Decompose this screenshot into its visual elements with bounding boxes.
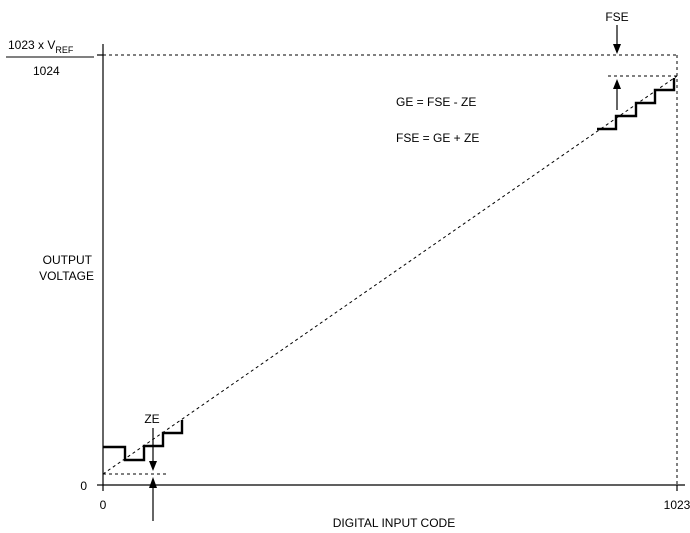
ideal-transfer-line — [102, 75, 678, 475]
fse-arrow-lower-head — [613, 79, 621, 89]
ze-label: ZE — [144, 412, 159, 426]
y-axis-label-line2: VOLTAGE — [39, 269, 94, 283]
equation-ge: GE = FSE - ZE — [396, 95, 476, 109]
fse-label: FSE — [605, 10, 628, 24]
y-fullscale-numerator: 1023 x VREF — [8, 38, 74, 55]
ze-arrow-bottom-head — [149, 477, 157, 488]
ze-arrow-top-head — [149, 461, 157, 471]
x-axis-label: DIGITAL INPUT CODE — [333, 516, 455, 530]
fse-arrow-top-head — [613, 44, 621, 54]
y-tick-label-zero: 0 — [80, 479, 87, 493]
high-code-steps — [597, 78, 676, 131]
y-fullscale-denominator: 1024 — [33, 64, 60, 78]
low-code-steps — [103, 420, 184, 462]
x-tick-label-zero: 0 — [100, 498, 107, 512]
equation-fse: FSE = GE + ZE — [396, 131, 479, 145]
y-axis-label-line1: OUTPUT — [43, 253, 93, 267]
x-tick-label-1023: 1023 — [664, 498, 690, 512]
